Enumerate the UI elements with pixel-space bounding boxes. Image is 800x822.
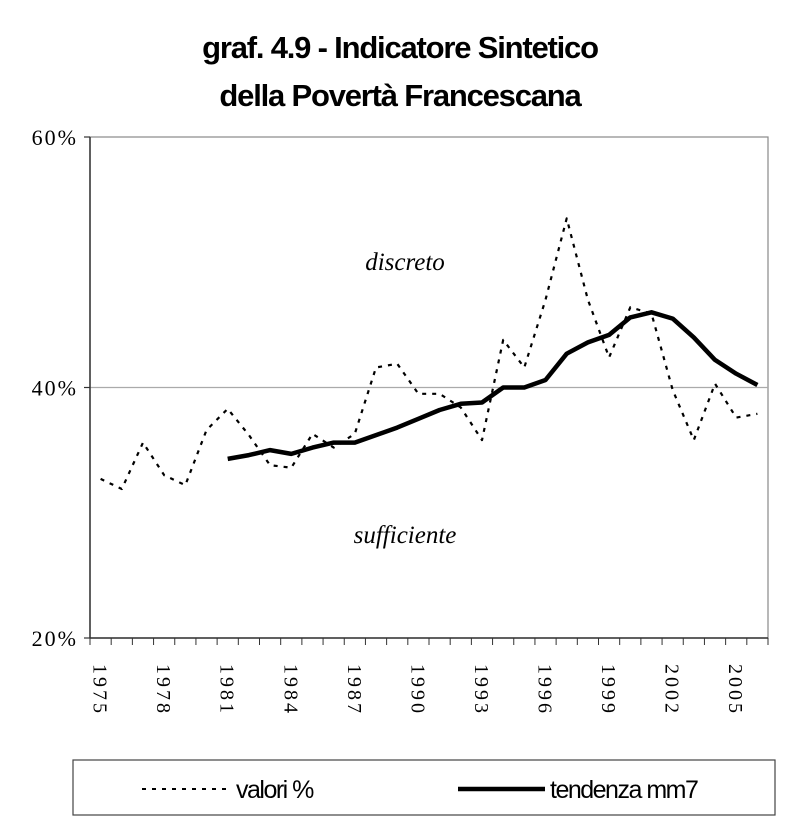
chart-title-line-1: graf. 4.9 - Indicatore Sintetico [202,30,598,65]
x-tick-label: 1999 [597,664,619,716]
x-tick-label: 1978 [152,664,174,716]
x-tick-label: 1987 [343,664,365,716]
legend-box [72,759,776,816]
x-tick-label: 1996 [534,664,556,716]
legend: valori % tendenza mm7 [72,759,776,816]
legend-label-tendenza: tendenza mm7 [550,776,698,804]
x-tick-label: 2005 [724,664,746,716]
x-tick-label: 1990 [406,664,428,716]
annotation-discreto: discreto [365,249,445,276]
x-tick-label: 1981 [216,664,238,716]
x-tick-label: 1984 [279,664,301,716]
plot-area: 20% 40% 60% 1975 1978 1981 1984 1987 1990 1993 199… [32,125,769,716]
series-tendenza-line [227,310,759,462]
y-tick-label: 60% [32,125,78,150]
y-tick-label: 20% [32,626,78,651]
legend-label-valori: valori % [236,776,314,804]
annotation-sufficiente: sufficiente [354,522,457,549]
y-tick-label: 40% [32,376,78,401]
chart-title-line-2: della Povertà Francescana [219,78,582,113]
x-tick-label: 2002 [661,664,683,716]
x-tick-label: 1975 [89,664,111,716]
x-tick-label: 1993 [470,664,492,716]
